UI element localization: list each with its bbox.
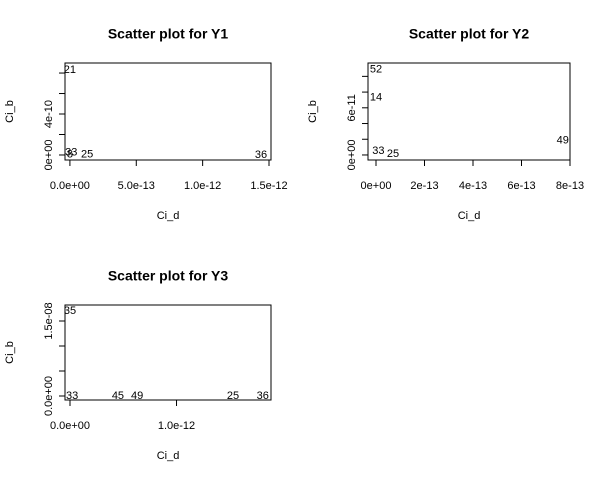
x-tick-label: 5.0e-13: [118, 180, 155, 192]
point-label: 35: [64, 305, 76, 317]
y-tick-label: 4e-10: [43, 100, 55, 128]
point-label: 8: [67, 149, 73, 161]
point-label: 49: [557, 135, 569, 147]
x-tick-label: 2e-13: [410, 180, 438, 192]
point-label: 52: [370, 64, 382, 76]
chart-title: Scatter plot for Y1: [108, 26, 229, 42]
point-label: 25: [81, 149, 93, 161]
chart-title: Scatter plot for Y3: [108, 268, 229, 284]
plot-box: [367, 62, 571, 161]
x-axis-label: Ci_d: [458, 210, 481, 222]
x-tick-label: 4e-13: [459, 180, 487, 192]
x-tick-label: 0.0e+00: [50, 420, 90, 432]
x-tick-label: 0e+00: [361, 180, 392, 192]
point-label: 36: [255, 149, 267, 161]
y-tick-label: 0e+00: [346, 140, 358, 171]
point-label: 33: [65, 147, 77, 159]
y-tick-label: 0.0e+00: [43, 376, 55, 416]
chart-title: Scatter plot for Y2: [409, 26, 530, 42]
plot-box: [64, 304, 272, 401]
x-tick-label: 1.5e-12: [250, 180, 287, 192]
x-tick-label: 8e-13: [556, 180, 584, 192]
y-axis-label: Ci_b: [4, 341, 16, 364]
point-label: 45: [112, 390, 124, 402]
point-label: 33: [372, 145, 384, 157]
point-label: 36: [257, 390, 269, 402]
plot-box: [64, 62, 272, 161]
y-axis-label: Ci_b: [307, 100, 319, 123]
y-axis-label: Ci_b: [4, 100, 16, 123]
x-axis-label: Ci_d: [157, 450, 180, 462]
point-label: 33: [66, 390, 78, 402]
x-tick-label: 1.0e-12: [184, 180, 221, 192]
y-tick-label: 6e-11: [346, 94, 358, 121]
x-axis-label: Ci_d: [157, 210, 180, 222]
point-label: 25: [227, 390, 239, 402]
x-tick-label: 1.0e-12: [158, 420, 195, 432]
y-tick-label: 0e+00: [43, 140, 55, 171]
x-tick-label: 0.0e+00: [50, 180, 90, 192]
point-label: 25: [387, 148, 399, 160]
point-label: 21: [64, 64, 76, 76]
point-label: 14: [370, 91, 382, 103]
y-tick-label: 1.5e-08: [43, 302, 55, 339]
point-label: 49: [131, 390, 143, 402]
x-tick-label: 6e-13: [507, 180, 535, 192]
